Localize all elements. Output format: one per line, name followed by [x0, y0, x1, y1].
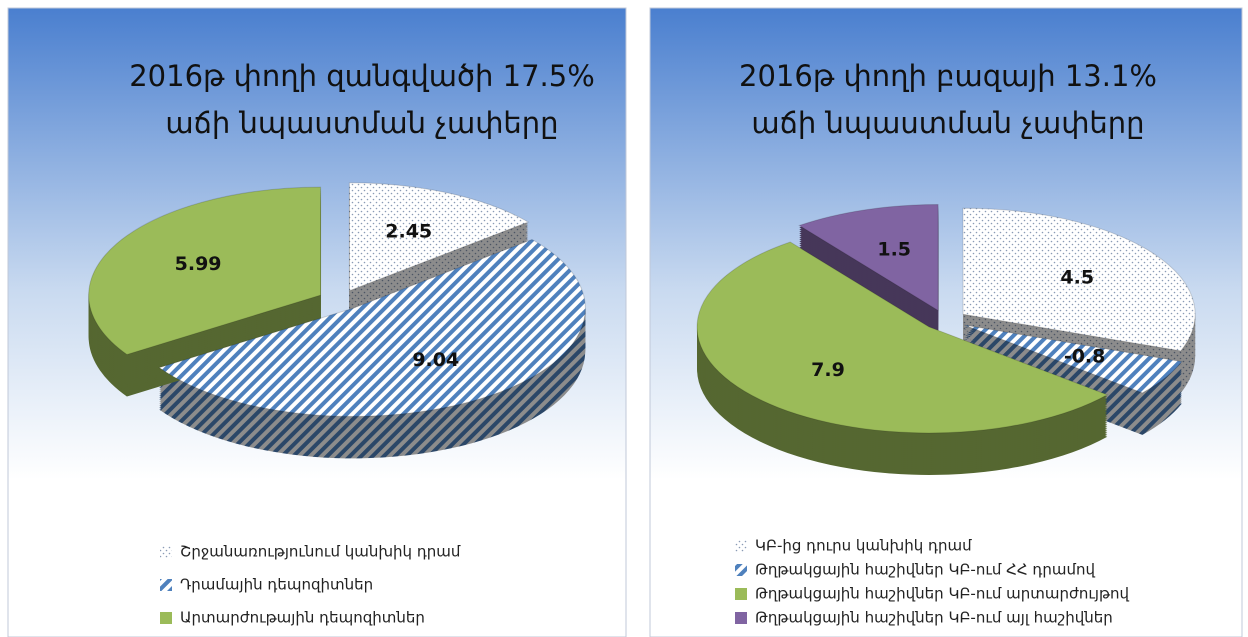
data-label: 5.99	[175, 253, 222, 275]
data-label: -0.8	[1064, 345, 1106, 367]
slice	[962, 207, 1196, 352]
legend-swatch	[735, 564, 747, 576]
data-label: 4.5	[1060, 266, 1094, 288]
slice	[963, 324, 1183, 394]
chart-title: աճի նպաստման չափերը	[165, 106, 558, 140]
legend-swatch	[735, 612, 747, 624]
slice	[158, 238, 586, 417]
legend-swatch	[735, 588, 747, 600]
legend-label: ԿԲ-ից դուրս կանխիկ դրամ	[755, 537, 972, 555]
slice	[88, 186, 322, 356]
legend-swatch	[160, 546, 172, 558]
data-label: 2.45	[385, 221, 432, 243]
legend-swatch	[735, 540, 747, 552]
data-label: 9.04	[412, 349, 459, 371]
legend-swatch	[160, 612, 172, 624]
legend-label: Արտարժութային դեպոզիտներ	[180, 609, 425, 627]
legend-swatch	[160, 579, 172, 591]
legend-label: Թղթակցային հաշիվներ ԿԲ-ում արտարժույթով	[755, 585, 1130, 603]
chart-title: 2016թ փողի բազայի 13.1%	[739, 59, 1157, 93]
legend-label: Թղթակցային հաշիվներ ԿԲ-ում այլ հաշիվներ	[755, 609, 1113, 627]
legend-label: Շրջանառությունում կանխիկ դրամ	[180, 543, 461, 561]
slice	[696, 241, 1109, 434]
data-label: 1.5	[877, 239, 911, 261]
slice	[798, 203, 939, 312]
chart-title: 2016թ փողի զանգվածի 17.5%	[129, 59, 595, 93]
chart-title: աճի նպաստման չափերը	[751, 106, 1144, 140]
data-label: 7.9	[811, 359, 845, 381]
slice	[348, 182, 530, 292]
legend-label: Դրամային դեպոզիտներ	[180, 576, 373, 594]
legend-label: Թղթակցային հաշիվներ ԿԲ-ում ՀՀ դրամով	[755, 561, 1095, 579]
